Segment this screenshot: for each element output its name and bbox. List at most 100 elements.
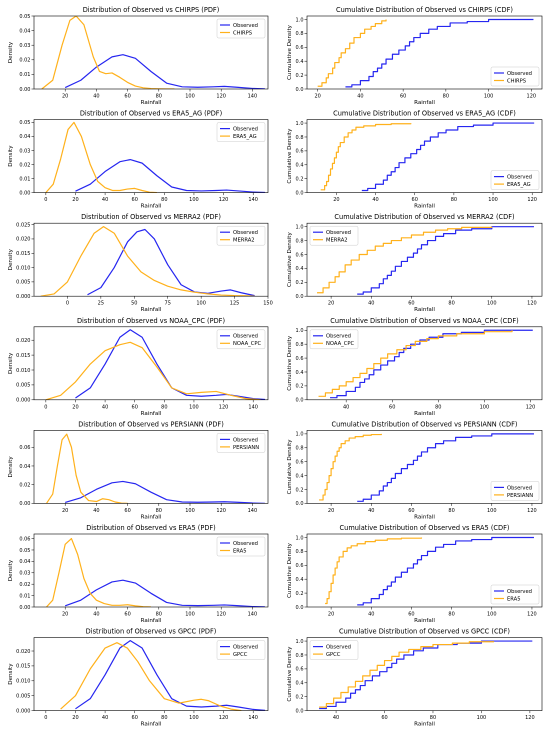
y-tick-label: 0.2 — [296, 73, 304, 79]
legend-label: Observed — [507, 175, 532, 181]
chart-panel-14: Cumulative Distribution of Observed vs G… — [287, 628, 543, 728]
legend-box — [490, 481, 540, 501]
legend-label: Observed — [507, 589, 532, 595]
x-tick-label: 80 — [161, 404, 167, 410]
y-tick-label: 0.010 — [16, 265, 30, 271]
legend-label: ERA5_AG — [233, 134, 257, 140]
x-axis-label: Rainfall — [141, 618, 162, 624]
series-line-gpcc — [60, 642, 242, 711]
chart-title: Cumulative Distribution of Observed vs E… — [333, 110, 516, 118]
chart-panel-9: Distribution of Observed vs PERSIANN (PD… — [8, 420, 269, 520]
legend-label: Observed — [507, 485, 532, 491]
legend-box — [216, 640, 266, 660]
legend: Observed PERSIANN — [490, 481, 540, 501]
chart-panel-12: Cumulative Distribution of Observed vs E… — [287, 524, 543, 624]
y-axis-label: Density — [8, 456, 14, 478]
x-tick-label: 80 — [435, 404, 441, 410]
y-tick-label: 1.0 — [296, 17, 304, 23]
x-tick-label: 60 — [124, 508, 130, 514]
y-tick-label: 0.00 — [19, 190, 30, 196]
x-axis-label: Rainfall — [414, 411, 435, 417]
x-tick-label: 40 — [93, 94, 99, 100]
x-tick-label: 40 — [102, 404, 108, 410]
y-axis-label: Cumulative Density — [287, 542, 293, 598]
y-tick-label: 0.4 — [296, 577, 304, 583]
x-axis-label: Rainfall — [414, 100, 435, 106]
x-tick-label: 100 — [480, 404, 490, 410]
chart-panel-8: Cumulative Distribution of Observed vs N… — [287, 317, 543, 417]
series-line-observed — [361, 122, 535, 192]
y-tick-label: 1.0 — [296, 639, 304, 645]
series-line-merra2 — [317, 226, 493, 294]
x-tick-label: 60 — [400, 94, 406, 100]
x-tick-label: 100 — [185, 508, 195, 514]
y-tick-label: 0.8 — [296, 653, 304, 659]
legend-box — [309, 225, 359, 246]
y-axis-label: Cumulative Density — [287, 128, 293, 184]
x-tick-label: 20 — [62, 612, 68, 618]
x-tick-label: 100 — [196, 301, 206, 307]
y-tick-label: 0.03 — [19, 571, 30, 577]
series-line-gpcc — [319, 641, 495, 708]
y-tick-label: 0.01 — [19, 593, 30, 599]
x-axis-label: Rainfall — [141, 100, 162, 106]
x-tick-label: 0 — [44, 404, 47, 410]
legend-label: Observed — [233, 334, 258, 340]
y-tick-label: 0.0 — [296, 87, 304, 93]
series-line-noaa-cpc — [318, 330, 513, 397]
series-line-observed — [64, 579, 265, 607]
series-line-era5-ag — [320, 123, 412, 191]
y-tick-label: 0.2 — [296, 280, 304, 286]
x-axis-label: Rainfall — [141, 307, 162, 313]
y-tick-label: 0.6 — [296, 563, 304, 569]
chart-title: Cumulative Distribution of Observed vs C… — [336, 6, 513, 14]
y-tick-label: 0.015 — [16, 251, 30, 257]
series-line-noaa-cpc — [45, 341, 261, 400]
y-tick-label: 1.0 — [296, 121, 304, 127]
x-tick-label: 40 — [357, 94, 363, 100]
y-tick-label: 0.0 — [296, 605, 304, 611]
x-tick-label: 60 — [124, 94, 130, 100]
x-tick-label: 60 — [408, 301, 414, 307]
x-tick-label: 60 — [132, 715, 138, 721]
y-tick-label: 0.8 — [296, 31, 304, 37]
y-axis-label: Cumulative Density — [287, 24, 293, 80]
y-tick-label: 0.4 — [296, 681, 304, 687]
x-tick-label: 80 — [156, 612, 162, 618]
y-tick-label: 0.05 — [19, 548, 30, 554]
y-tick-label: 0.05 — [19, 120, 30, 126]
y-tick-label: 0.4 — [296, 370, 304, 376]
x-tick-label: 120 — [527, 94, 537, 100]
chart-title: Distribution of Observed vs GPCC (PDF) — [86, 628, 217, 636]
x-tick-label: 20 — [328, 301, 334, 307]
plot-frame — [33, 533, 269, 608]
chart-panel-5: Distribution of Observed vs MERRA2 (PDF)… — [8, 213, 273, 313]
legend-label: Observed — [233, 127, 258, 133]
y-tick-label: 0.03 — [19, 43, 30, 49]
x-tick-label: 80 — [430, 715, 436, 721]
y-tick-label: 0.0 — [296, 190, 304, 196]
legend-label: ERA5 — [233, 548, 247, 554]
x-tick-label: 120 — [527, 508, 537, 514]
x-tick-label: 100 — [477, 715, 487, 721]
x-tick-label: 120 — [216, 94, 226, 100]
plot-frame — [306, 119, 543, 193]
y-tick-label: 0.06 — [19, 445, 30, 451]
chart-panel-11: Distribution of Observed vs ERA5 (PDF) 20… — [8, 524, 269, 624]
y-axis-label: Density — [8, 663, 14, 685]
legend-label: NOAA_CPC — [233, 341, 261, 347]
legend-label: Observed — [233, 541, 258, 547]
y-axis-label: Density — [8, 352, 14, 374]
x-axis-label: Rainfall — [414, 722, 435, 728]
y-tick-label: 0.020 — [16, 237, 30, 243]
x-tick-label: 80 — [161, 197, 167, 203]
x-tick-label: 120 — [219, 197, 229, 203]
chart-title: Cumulative Distribution of Observed vs E… — [340, 524, 510, 532]
y-tick-label: 0.2 — [296, 487, 304, 493]
